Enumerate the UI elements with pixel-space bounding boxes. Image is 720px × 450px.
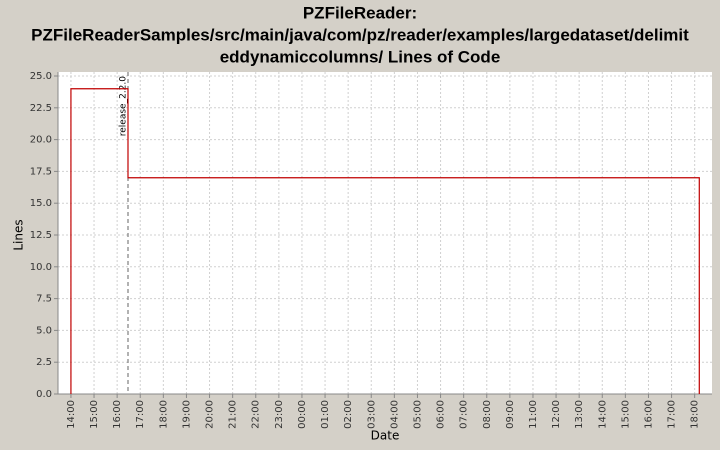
x-tick-label: 16:00 xyxy=(112,400,123,429)
y-tick-label: 25.0 xyxy=(30,71,52,82)
y-tick-label: 20.0 xyxy=(30,135,52,146)
y-tick-label: 7.5 xyxy=(36,294,52,305)
release-label: release_2.2.0 xyxy=(118,76,128,136)
x-tick-label: 01:00 xyxy=(320,400,331,429)
x-tick-label: 18:00 xyxy=(158,400,169,429)
x-tick-label: 03:00 xyxy=(366,400,377,429)
y-tick-label: 15.0 xyxy=(30,198,52,209)
y-tick-label: 22.5 xyxy=(30,103,52,114)
x-tick-label: 13:00 xyxy=(574,400,585,429)
x-tick-label: 11:00 xyxy=(528,400,539,429)
y-axis-title: Lines xyxy=(12,219,26,250)
plot-area xyxy=(58,72,712,394)
x-axis-title: Date xyxy=(371,429,400,443)
x-tick-label: 07:00 xyxy=(459,400,470,429)
x-tick-label: 04:00 xyxy=(389,400,400,429)
x-tick-label: 17:00 xyxy=(135,400,146,429)
chart-title: PZFileReaderSamples/src/main/java/com/pz… xyxy=(31,25,689,44)
x-tick-label: 00:00 xyxy=(297,400,308,429)
x-tick-label: 06:00 xyxy=(436,400,447,429)
x-tick-label: 20:00 xyxy=(205,400,216,429)
x-tick-label: 21:00 xyxy=(228,400,239,429)
y-tick-label: 10.0 xyxy=(30,262,52,273)
x-tick-label: 02:00 xyxy=(343,400,354,429)
x-tick-label: 22:00 xyxy=(251,400,262,429)
x-tick-label: 23:00 xyxy=(274,400,285,429)
x-tick-label: 12:00 xyxy=(551,400,562,429)
chart-title: PZFileReader: xyxy=(303,3,417,22)
x-tick-label: 08:00 xyxy=(482,400,493,429)
y-tick-label: 5.0 xyxy=(36,325,52,336)
chart-title: eddynamiccolumns/ Lines of Code xyxy=(220,47,501,66)
x-tick-label: 14:00 xyxy=(66,400,77,429)
y-tick-label: 0.0 xyxy=(36,389,52,400)
y-tick-label: 2.5 xyxy=(36,357,52,368)
y-tick-label: 17.5 xyxy=(30,166,52,177)
x-tick-label: 09:00 xyxy=(505,400,516,429)
series-line xyxy=(70,88,700,394)
x-tick-label: 16:00 xyxy=(643,400,654,429)
x-tick-label: 19:00 xyxy=(181,400,192,429)
x-tick-label: 14:00 xyxy=(597,400,608,429)
x-tick-label: 18:00 xyxy=(690,400,701,429)
x-tick-label: 17:00 xyxy=(667,400,678,429)
y-tick-label: 12.5 xyxy=(30,230,52,241)
x-tick-label: 15:00 xyxy=(89,400,100,429)
x-tick-label: 15:00 xyxy=(620,400,631,429)
x-tick-label: 05:00 xyxy=(412,400,423,429)
